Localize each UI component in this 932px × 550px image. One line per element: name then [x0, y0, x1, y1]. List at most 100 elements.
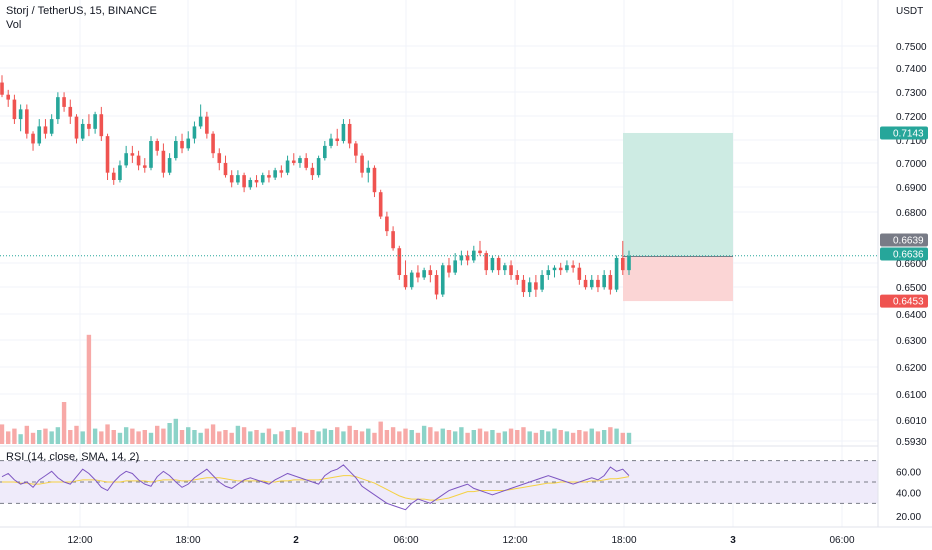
volume-bar — [123, 427, 129, 444]
candle-body — [440, 265, 445, 295]
candle-body — [354, 143, 358, 156]
time-tick-label: 06:00 — [393, 535, 418, 546]
candle-body — [465, 255, 470, 261]
rsi-line — [1, 464, 630, 511]
volume-bar — [446, 430, 452, 444]
rsi-axis[interactable]: 60.00 40.00 20.00 — [896, 467, 921, 523]
volume-bar — [235, 425, 241, 444]
volume-bar — [496, 432, 501, 444]
candle-body — [6, 94, 11, 100]
candle-body — [105, 136, 110, 173]
candle-body — [335, 138, 340, 142]
candle-body — [409, 272, 414, 288]
candle-body — [155, 141, 159, 151]
candle-body — [583, 279, 588, 288]
volume-bar — [136, 431, 141, 444]
candle-body — [142, 165, 147, 168]
volume-bar — [130, 428, 135, 444]
candle-body — [372, 167, 377, 193]
candle-body — [136, 155, 141, 166]
price-tick-label: 0.7200 — [896, 112, 927, 123]
volume-legend[interactable]: Vol — [6, 19, 22, 31]
candle-body — [217, 153, 222, 163]
volume-bar — [359, 431, 365, 444]
candle-body — [62, 97, 66, 107]
volume-bar — [595, 431, 601, 444]
price-tick-label: 0.6600 — [896, 259, 927, 270]
symbol-legend[interactable]: Storj / TetherUS, 15, BINANCE — [6, 5, 157, 17]
volume-bar — [272, 434, 278, 444]
candle-body — [74, 116, 79, 139]
volume-bar — [508, 428, 514, 444]
price-axis[interactable]: 0.7500 0.7400 0.7300 0.7200 0.7100 0.7000 0.69… — [896, 42, 927, 448]
volume-bar — [490, 430, 495, 444]
candle-body — [627, 255, 631, 271]
volume-bar — [297, 431, 303, 444]
candle-body — [174, 141, 178, 159]
volume-bar — [452, 431, 458, 444]
volume-bar — [43, 428, 48, 444]
candle-body — [534, 282, 538, 290]
volume-bar — [105, 424, 110, 444]
candle-body — [279, 170, 284, 173]
volume-bar — [24, 425, 30, 444]
candle-body — [602, 275, 606, 288]
volume-bar — [372, 432, 377, 444]
candle-body — [453, 260, 457, 273]
volume-bar — [378, 421, 383, 444]
volume-bar — [335, 427, 340, 444]
candle-body — [37, 126, 42, 144]
candle-body — [360, 155, 364, 173]
volume-bar — [316, 431, 321, 444]
candle-body — [130, 153, 135, 156]
volume-bar — [142, 430, 147, 444]
volume-bar — [353, 430, 359, 444]
price-tick-label: 0.7500 — [896, 42, 927, 53]
candle-body — [267, 175, 271, 178]
rsi-legend[interactable]: RSI (14, close, SMA, 14, 2) — [6, 451, 140, 463]
volume-bar — [30, 432, 36, 444]
volume-bar — [465, 432, 470, 444]
volume-bar — [347, 425, 352, 444]
volume-bar — [248, 431, 253, 444]
svg-text:0.7143: 0.7143 — [893, 128, 924, 139]
volume-bar — [192, 430, 197, 444]
volume-bar — [223, 430, 228, 444]
loss-zone[interactable] — [623, 256, 733, 302]
candle-body — [434, 275, 439, 295]
candle-body — [93, 114, 97, 129]
candle-body — [99, 114, 104, 137]
volume-bar — [366, 428, 371, 444]
price-tick-label: 0.6500 — [896, 283, 927, 294]
volume-bar — [49, 431, 54, 444]
volume-bar — [577, 430, 582, 444]
time-axis[interactable]: 12:00 18:00 2 06:00 12:00 18:00 3 06:00 — [67, 535, 854, 546]
price-badges: 0.7143 0.6639 0.6636 0.6453 — [880, 126, 928, 308]
volume-bar — [0, 424, 5, 444]
candle-body — [298, 158, 302, 163]
volume-bar — [384, 430, 390, 444]
candle-body — [211, 133, 215, 154]
candle-body — [397, 248, 402, 276]
rsi-ma-line — [2, 475, 630, 501]
price-badge-entry: 0.6636 — [880, 247, 928, 261]
volume-bar — [260, 432, 265, 444]
volume-bar — [403, 428, 408, 444]
candle-body — [515, 275, 520, 280]
volume-bar — [620, 432, 625, 444]
price-tick-label: 0.6010 — [896, 416, 927, 427]
volume-bar — [18, 434, 23, 444]
candle-body — [192, 126, 197, 139]
volume-bar — [198, 432, 203, 444]
candle-body — [558, 267, 563, 271]
volume-bar — [558, 430, 563, 444]
candle-body — [496, 257, 501, 271]
candle-body — [620, 257, 625, 271]
volume-bar — [434, 431, 439, 444]
profit-zone[interactable] — [623, 132, 733, 257]
volume-bar — [266, 428, 272, 444]
candle-body — [608, 275, 613, 290]
volume-bar — [477, 428, 483, 444]
volume-bar — [421, 425, 427, 444]
